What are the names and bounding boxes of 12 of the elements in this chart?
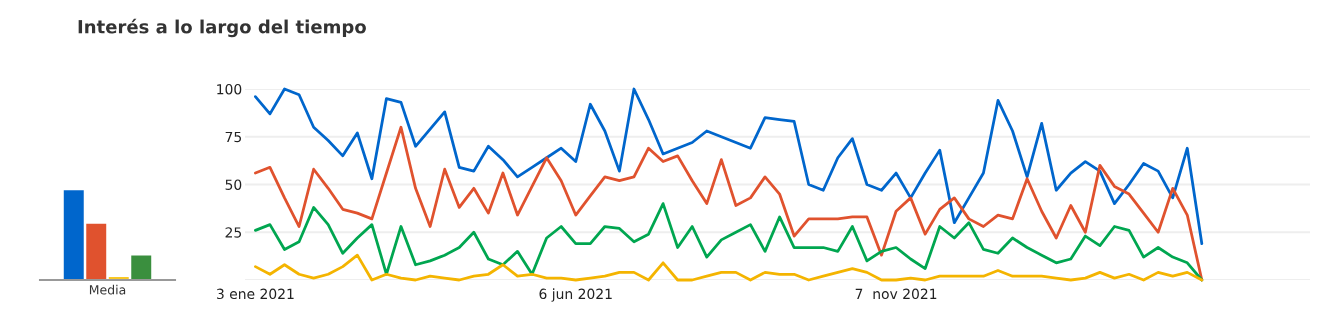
x-tick-label: Media [89,284,126,295]
line-series [254,125,1204,282]
y-tick-label: 50 [225,179,242,190]
text: Interés a lo largo del tiempo [78,18,366,38]
y-tick-label: 75 [225,131,242,143]
line-series [254,253,1204,282]
y-tick-label: 100 [217,83,242,95]
x-tick-label: 7 nov 2021 [855,288,937,300]
y-tick-label: 25 [225,227,242,238]
x-tick-label: 3 ene 2021 [217,288,294,300]
line-series [254,87,1204,246]
x-tick-label: 6 jun 2021 [539,288,612,302]
